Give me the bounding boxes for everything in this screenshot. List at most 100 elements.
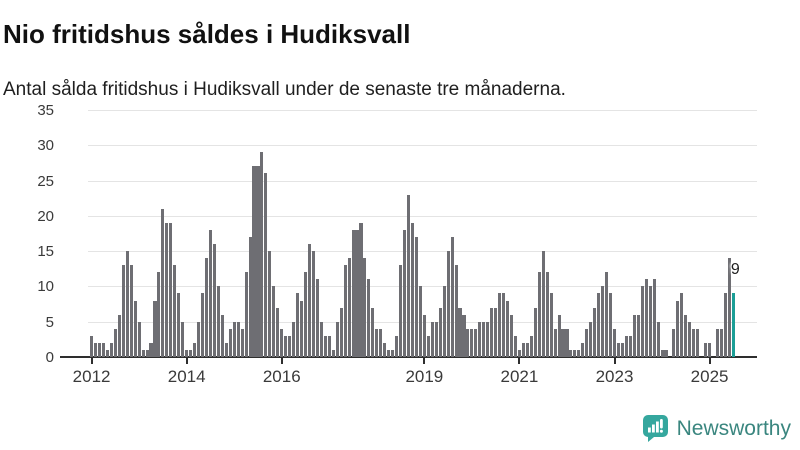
- gridline: [88, 215, 757, 217]
- bar: [113, 328, 117, 357]
- bar: [597, 293, 601, 357]
- bar: [557, 314, 561, 357]
- bar: [561, 328, 565, 357]
- bar: [486, 321, 490, 357]
- bar: [300, 300, 304, 357]
- bar: [193, 342, 197, 357]
- bar: [220, 314, 224, 357]
- bar: [422, 314, 426, 357]
- bar: [537, 272, 541, 357]
- bar: [624, 335, 628, 357]
- bar: [303, 272, 308, 357]
- bar: [117, 314, 121, 357]
- x-axis-tick: [423, 358, 426, 364]
- bar: [612, 328, 617, 357]
- bar: [367, 279, 371, 357]
- bar: [173, 265, 177, 357]
- y-axis-tick-label: 0: [45, 349, 54, 366]
- bar: [331, 349, 335, 357]
- bar: [141, 349, 145, 357]
- bar: [109, 342, 113, 357]
- bar: [149, 342, 153, 357]
- bar: [692, 328, 696, 357]
- bar: [236, 321, 240, 357]
- highlighted-bar: [731, 293, 735, 357]
- bar: [656, 321, 660, 357]
- bar: [418, 286, 422, 357]
- x-axis-tick-label: 2012: [72, 367, 111, 386]
- bar: [268, 251, 272, 357]
- bar: [272, 286, 276, 357]
- bar: [197, 321, 201, 357]
- bar: [216, 286, 220, 357]
- bar: [585, 328, 589, 357]
- bar: [470, 328, 474, 357]
- bar: [387, 349, 391, 357]
- bar: [450, 236, 454, 357]
- bar: [462, 314, 466, 357]
- bar: [498, 293, 502, 357]
- bar: [628, 335, 632, 357]
- bar: [426, 335, 430, 357]
- bar: [379, 328, 383, 357]
- bar: [704, 342, 708, 357]
- bar: [260, 152, 264, 357]
- bar: [589, 321, 593, 357]
- bar: [137, 321, 141, 357]
- bar: [573, 349, 577, 357]
- bar: [339, 307, 343, 357]
- bar: [101, 342, 106, 357]
- bar: [284, 335, 288, 357]
- bar: [640, 286, 644, 357]
- bar: [296, 293, 300, 357]
- bar: [632, 314, 636, 357]
- x-axis-tick: [708, 358, 711, 364]
- y-axis-tick-label: 15: [37, 243, 54, 261]
- bar: [676, 300, 680, 357]
- x-axis-tick: [280, 358, 283, 364]
- bar: [553, 328, 557, 357]
- bar: [410, 222, 415, 357]
- bar: [177, 293, 181, 357]
- bar: [466, 328, 470, 357]
- x-axis-tick-label: 2014: [167, 367, 206, 386]
- bar: [240, 328, 244, 357]
- bar: [165, 222, 169, 357]
- bar: [208, 229, 212, 357]
- bar: [359, 222, 363, 357]
- bar: [264, 173, 268, 357]
- bar: [244, 272, 248, 357]
- bar: [383, 342, 387, 357]
- bar: [292, 321, 296, 357]
- bar: [347, 258, 351, 357]
- bar: [533, 307, 537, 357]
- newsworthy-icon: [642, 415, 668, 442]
- bar: [399, 265, 403, 357]
- bar: [204, 258, 209, 357]
- bar: [517, 349, 521, 357]
- bar: [375, 328, 379, 357]
- page-title: Nio fritidshus såldes i Hudiksvall: [3, 19, 411, 50]
- bar: [125, 251, 129, 357]
- gridline: [88, 109, 757, 111]
- bar-value-label: 9: [730, 261, 740, 278]
- bar: [474, 328, 478, 357]
- bar: [565, 328, 569, 357]
- bar: [169, 222, 173, 357]
- bar: [438, 307, 442, 357]
- bar: [490, 307, 494, 357]
- bar: [323, 335, 327, 357]
- bar: [509, 314, 514, 357]
- bar: [605, 272, 609, 357]
- gridline: [88, 321, 757, 323]
- y-axis-tick-label: 5: [45, 313, 54, 331]
- bar: [307, 244, 312, 357]
- bar: [280, 328, 284, 357]
- bar: [276, 307, 280, 357]
- bar: [351, 229, 355, 357]
- bar: [157, 272, 161, 357]
- bar: [248, 236, 252, 357]
- bar: [212, 244, 216, 357]
- gridline: [88, 145, 757, 147]
- x-axis-tick: [90, 358, 93, 364]
